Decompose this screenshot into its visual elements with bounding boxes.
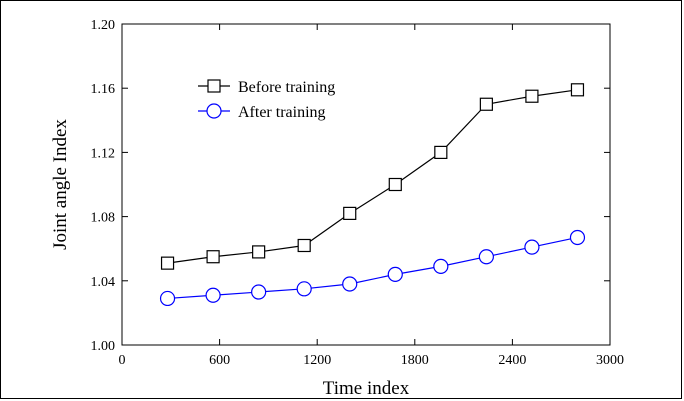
data-point (479, 97, 493, 111)
y-tick-label: 1.04 (91, 275, 116, 290)
data-point (388, 177, 402, 192)
data-point (387, 266, 403, 282)
x-tick-label: 2400 (498, 353, 526, 368)
legend-entry: Before training (198, 79, 335, 96)
x-axis-label: Time index (323, 378, 410, 399)
data-point (252, 245, 266, 259)
legend: Before training After training (198, 79, 335, 121)
series-layer (159, 83, 586, 307)
x-tick-label: 1800 (401, 353, 429, 368)
plot-area (121, 23, 611, 346)
y-tick-label: 1.08 (91, 211, 116, 226)
legend-label: After training (238, 104, 326, 121)
y-tick-label: 1.16 (91, 82, 116, 97)
data-point (251, 284, 267, 300)
x-tick-label: 1200 (303, 353, 331, 368)
data-point (570, 83, 585, 97)
x-tick-label: 0 (119, 353, 126, 368)
y-tick-label: 1.20 (91, 18, 116, 33)
data-point (433, 258, 449, 274)
data-point (525, 89, 539, 103)
x-tick-label: 600 (209, 353, 230, 368)
y-axis-label: Joint angle Index (50, 119, 71, 250)
legend-marker (207, 79, 221, 93)
legend-marker (206, 103, 222, 119)
data-point (478, 249, 494, 265)
data-point (434, 145, 448, 159)
series-line (167, 89, 578, 264)
legend-label: Before training (238, 79, 335, 96)
data-point (342, 276, 358, 292)
data-point (524, 239, 540, 255)
x-tick-label: 3000 (596, 353, 624, 368)
data-point (205, 287, 221, 303)
legend-entry: After training (198, 103, 326, 121)
series-circle (159, 229, 586, 307)
data-point (206, 250, 220, 264)
series-square (160, 83, 585, 270)
data-point (297, 238, 311, 253)
data-point (159, 290, 176, 307)
data-point (343, 206, 357, 220)
series-line (167, 236, 578, 300)
data-point (569, 229, 586, 246)
axis-ticks: 0 600 1200 1800 2400 3000 1.00 1.04 1.08 1.12 1.16… (91, 18, 625, 368)
data-point (296, 281, 312, 297)
data-point (160, 256, 175, 270)
y-tick-label: 1.12 (91, 146, 116, 161)
y-tick-label: 1.00 (91, 339, 116, 354)
